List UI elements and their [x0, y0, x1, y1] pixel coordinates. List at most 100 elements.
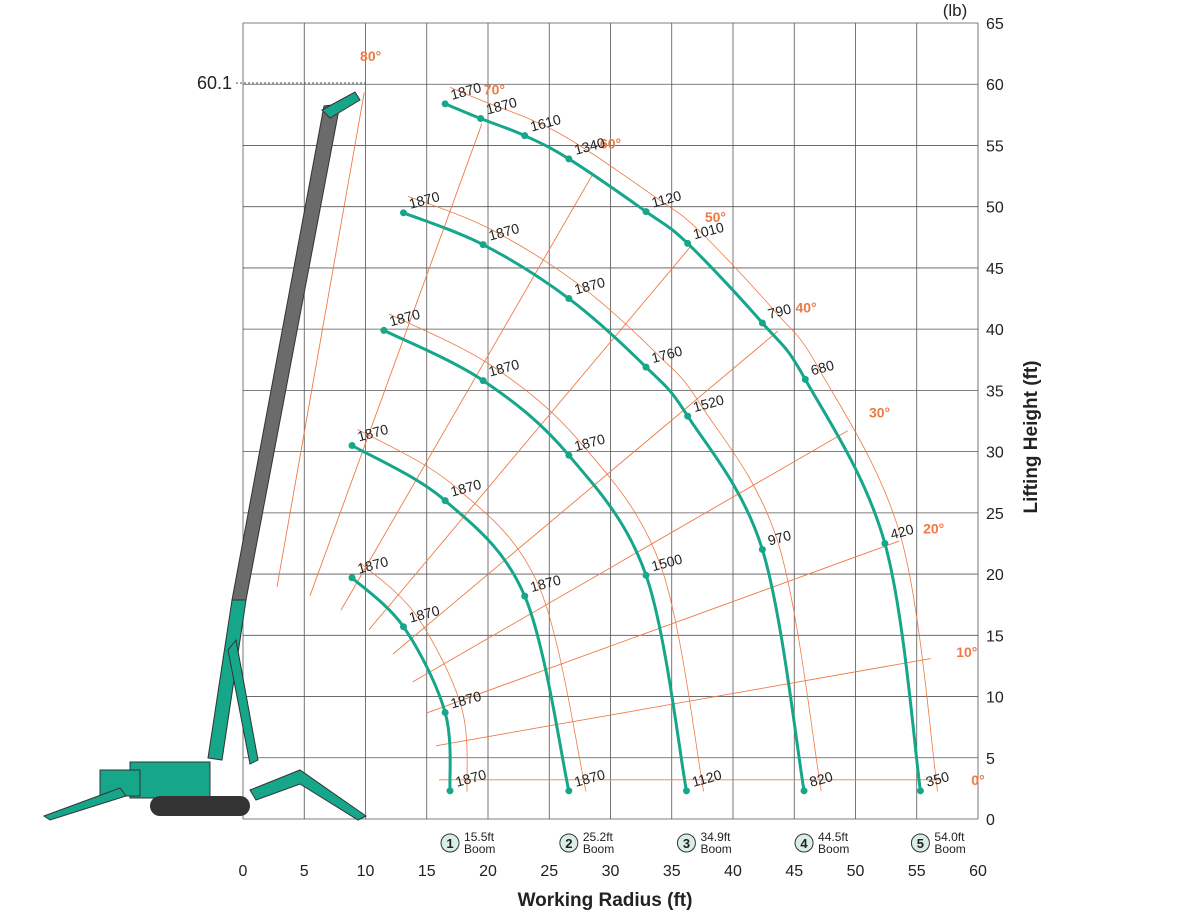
x-tick-label: 30 [602, 863, 620, 880]
angle-label: 10° [956, 644, 977, 660]
boom-number: 2 [565, 836, 572, 851]
y-tick-label: 50 [986, 200, 1004, 217]
x-tick-label: 40 [724, 863, 742, 880]
y-tick-label: 5 [986, 751, 995, 768]
load-label: 1870 [572, 431, 606, 455]
point [565, 155, 573, 163]
angle-line [309, 123, 483, 596]
boom-name: 15.5ft Boom [464, 830, 496, 856]
boom-arc [350, 576, 452, 791]
y-tick-label: 35 [986, 383, 1004, 400]
load-label: 790 [766, 300, 793, 322]
x-tick-label: 35 [663, 863, 681, 880]
crane-illustration [42, 91, 367, 821]
y-tick-label: 20 [986, 567, 1004, 584]
boom-number: 4 [800, 836, 808, 851]
angle-label: 60° [600, 135, 621, 151]
envelope-line [388, 313, 704, 792]
point [684, 412, 692, 420]
point [441, 100, 449, 108]
angle-line [340, 175, 593, 611]
boom-name: 34.9ft Boom [700, 830, 732, 856]
load-label: 1120 [690, 766, 723, 789]
load-label: 1870 [356, 553, 390, 577]
load-label: 1870 [356, 421, 390, 445]
point [642, 363, 650, 371]
point [380, 326, 388, 334]
point [521, 132, 529, 140]
boom-name: 25.2ft Boom [582, 830, 615, 856]
envelope-line [357, 428, 587, 792]
load-label: 1870 [449, 79, 483, 103]
load-label: 1520 [691, 391, 725, 415]
y-tick-label: 40 [986, 322, 1004, 339]
boom-badge [559, 833, 579, 853]
boom-name: 44.5ft Boom [818, 830, 850, 856]
load-label: 1870 [528, 571, 562, 595]
point [800, 787, 808, 795]
y-tick-label: 10 [986, 690, 1004, 707]
y-tick-label: 60 [986, 77, 1004, 94]
x-tick-label: 25 [540, 863, 558, 880]
load-label: 970 [766, 527, 793, 549]
x-tick-label: 20 [479, 863, 497, 880]
load-label: 680 [809, 357, 836, 379]
load-label: 1120 [650, 187, 683, 210]
boom-badge [910, 833, 930, 853]
point [916, 787, 924, 795]
envelope-line [407, 195, 822, 792]
point [758, 546, 766, 554]
point [477, 115, 485, 123]
max-height-label: 60.1 [197, 73, 232, 93]
angle-line [427, 540, 900, 714]
y-tick-label: 0 [986, 812, 995, 829]
boom-badge [440, 833, 460, 853]
point [399, 623, 407, 631]
x-tick-label: 0 [239, 863, 248, 880]
load-label: 820 [808, 768, 835, 790]
angle-label: 30° [869, 404, 890, 420]
boom-badge [794, 833, 814, 853]
x-tick-label: 10 [357, 863, 375, 880]
load-label: 1610 [528, 111, 562, 135]
point [565, 787, 573, 795]
x-tick-label: 55 [908, 863, 926, 880]
angle-line [368, 244, 693, 631]
y-axis-title: Lifting Height (ft) [1021, 360, 1042, 513]
envelope-line [359, 562, 468, 792]
x-tick-label: 15 [418, 863, 436, 880]
boom-arc [402, 211, 806, 792]
angle-label: 40° [795, 300, 816, 316]
boom-arc [383, 329, 688, 792]
load-label: 350 [924, 768, 951, 790]
load-label: 1870 [388, 306, 422, 330]
point [479, 241, 487, 249]
angle-label: 20° [923, 521, 944, 537]
angle-label: 50° [705, 209, 726, 225]
x-tick-label: 60 [969, 863, 987, 880]
boom-arc [351, 444, 571, 792]
load-label: 1870 [572, 274, 606, 298]
load-label: 1760 [650, 342, 684, 366]
point [348, 574, 356, 582]
x-tick-label: 50 [847, 863, 865, 880]
envelope-line [449, 87, 938, 792]
boom-badge [676, 833, 696, 853]
boom-number: 1 [446, 836, 453, 851]
point [881, 539, 889, 547]
boom-number: 5 [917, 836, 924, 851]
y-tick-label: 25 [986, 506, 1004, 523]
load-label: 1870 [572, 766, 606, 790]
angle-label: 0° [971, 772, 984, 788]
grid [242, 22, 979, 820]
load-label: 1870 [407, 188, 441, 212]
load-label: 1870 [487, 356, 521, 380]
angle-line [412, 430, 848, 683]
load-label: 420 [889, 521, 916, 543]
load-label: 1870 [487, 220, 521, 244]
load-label: 1870 [407, 602, 441, 626]
point [565, 295, 573, 303]
angle-line [276, 92, 365, 587]
